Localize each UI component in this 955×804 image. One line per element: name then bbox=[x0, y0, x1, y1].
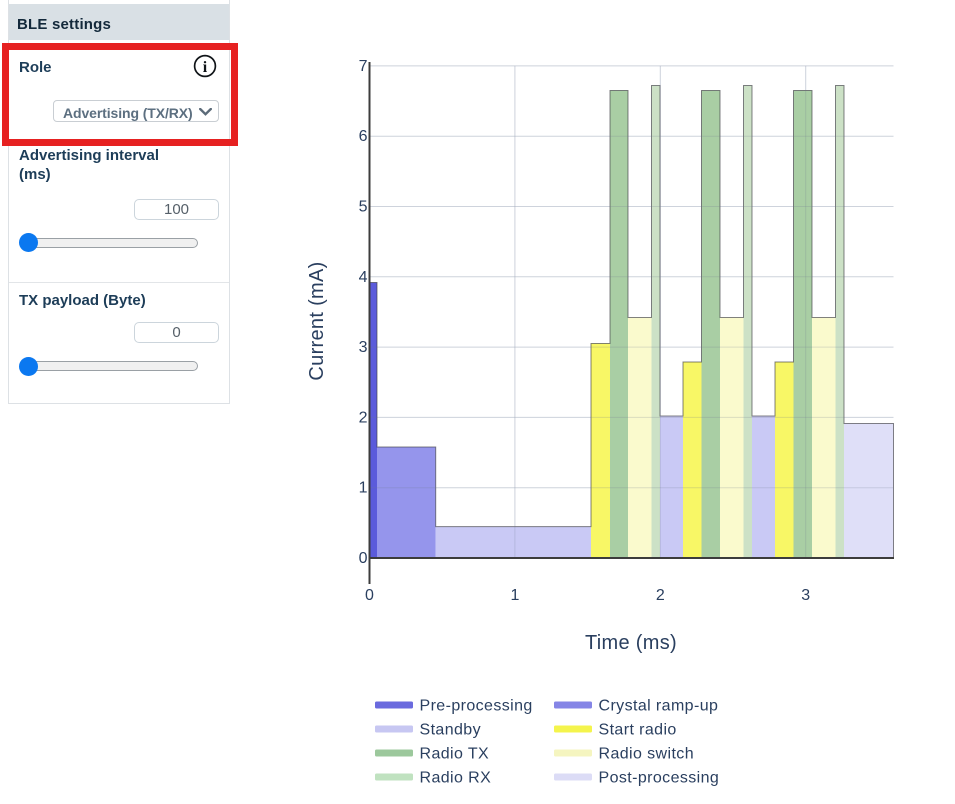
svg-text:Radio switch: Radio switch bbox=[599, 746, 695, 763]
svg-text:7: 7 bbox=[359, 58, 368, 75]
svg-text:Crystal ramp-up: Crystal ramp-up bbox=[599, 698, 719, 715]
svg-text:Pre-processing: Pre-processing bbox=[420, 698, 533, 715]
svg-text:0: 0 bbox=[359, 550, 368, 567]
svg-text:Current (mA): Current (mA) bbox=[306, 261, 328, 380]
svg-text:i: i bbox=[203, 59, 208, 76]
svg-text:Standby: Standby bbox=[420, 722, 482, 739]
svg-text:6: 6 bbox=[359, 128, 368, 145]
svg-text:Radio RX: Radio RX bbox=[420, 770, 492, 787]
svg-text:0: 0 bbox=[365, 587, 374, 604]
svg-text:3: 3 bbox=[801, 587, 810, 604]
svg-text:Start radio: Start radio bbox=[599, 722, 677, 739]
svg-text:2: 2 bbox=[656, 587, 665, 604]
svg-text:3: 3 bbox=[359, 339, 368, 356]
svg-text:2: 2 bbox=[359, 409, 368, 426]
svg-text:5: 5 bbox=[359, 199, 368, 216]
svg-text:Radio TX: Radio TX bbox=[420, 746, 490, 763]
svg-text:4: 4 bbox=[359, 269, 368, 286]
svg-text:1: 1 bbox=[510, 587, 519, 604]
svg-text:Post-processing: Post-processing bbox=[599, 770, 720, 787]
svg-text:Time (ms): Time (ms) bbox=[585, 632, 677, 654]
svg-text:1: 1 bbox=[359, 480, 368, 497]
